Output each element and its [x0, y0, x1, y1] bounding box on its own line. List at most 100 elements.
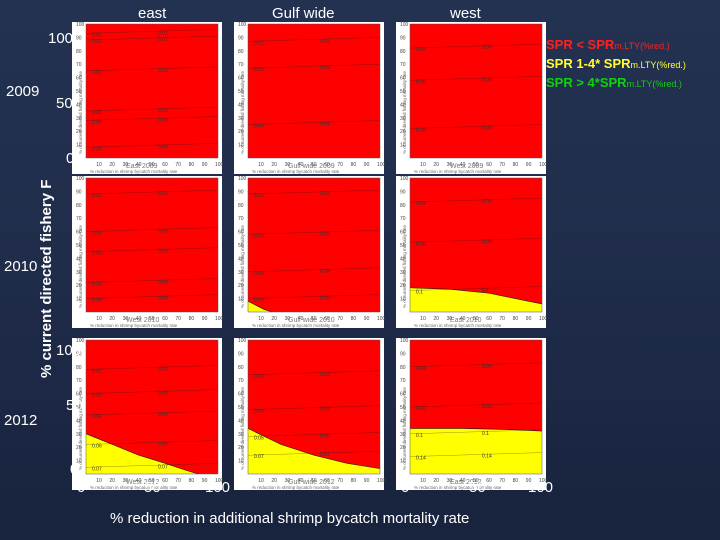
x-tick-label: 20 — [109, 478, 115, 484]
contour-line — [85, 410, 219, 416]
contour-line — [409, 124, 543, 129]
x-tick-label: 30 — [447, 478, 453, 484]
y-tick-label: 20 — [238, 129, 244, 135]
panel-x-axis-label: % reduction in shrimp bycatch mortality … — [414, 485, 502, 490]
x-tick-label: 70 — [499, 162, 505, 168]
x-tick-label: 90 — [202, 316, 208, 322]
y-tick-label: 50 — [76, 405, 82, 411]
contour-label: 0.03 — [254, 67, 264, 73]
contour-label: 0.07 — [254, 454, 264, 460]
panel-y-axis-label: % of current directed fishing mortality … — [240, 224, 245, 308]
x-tick-label: 10 — [96, 316, 102, 322]
x-tick-label: 70 — [337, 316, 343, 322]
contour-line — [85, 227, 219, 232]
contour-line — [85, 35, 219, 41]
contour-label: 0.04 — [254, 271, 264, 277]
y-tick-label: 50 — [238, 405, 244, 411]
x-tick-label: 10 — [258, 316, 264, 322]
panel-title: Gulf wide 2009 — [288, 163, 335, 170]
contour-label: 0.04 — [92, 282, 102, 288]
y-axis-label: % current directed fishery F — [38, 179, 55, 378]
x-tick-label: 60 — [162, 162, 168, 168]
x-tick-label: 30 — [447, 162, 453, 168]
panel-y-axis-label: % of current directed fishing mortality … — [402, 386, 407, 470]
legend-subscript: m.LTY(%red.) — [630, 60, 686, 70]
y-tick-label: 50 — [76, 89, 82, 95]
y-tick-label: 20 — [76, 129, 82, 135]
panel-y-axis-label: % of current directed fishing mortality … — [240, 70, 245, 154]
contour-label: 0.04 — [416, 47, 426, 53]
contour-line — [409, 362, 543, 367]
x-tick-label: 50 — [473, 162, 479, 168]
contour-label: 0.03 — [158, 249, 168, 255]
y-tick-label: 60 — [400, 230, 406, 236]
y-tick-label: 10 — [238, 459, 244, 465]
y-tick-label: 30 — [238, 432, 244, 438]
contour-label: 0.03 — [320, 372, 330, 378]
legend-text: SPR > 4*SPR — [546, 75, 627, 90]
panel-title: West 2010 — [126, 317, 159, 324]
panel-y-axis-label: % of current directed fishing mortality … — [78, 224, 83, 308]
legend: SPR < SPRm.LTY(%red.) SPR 1-4* SPRm.LTY(… — [546, 36, 686, 93]
y-tick-label: 50 — [76, 243, 82, 249]
y-tick-label: 60 — [76, 230, 82, 236]
y-tick-label: 10 — [400, 459, 406, 465]
panel-x-axis-label: % reduction in shrimp bycatch mortality … — [90, 323, 178, 328]
panel-border — [85, 177, 219, 313]
x-tick-label: 50 — [311, 316, 317, 322]
contour-label: 0.04 — [254, 409, 264, 415]
panel-border — [85, 339, 219, 475]
x-tick-label: 80 — [513, 478, 519, 484]
contour-label: 0.06 — [416, 241, 426, 247]
y-tick-label: 20 — [238, 445, 244, 451]
panel-y-axis-label: % of current directed fishing mortality … — [78, 386, 83, 470]
x-tick-label: 10 — [420, 478, 426, 484]
y-tick-label: 50 — [400, 243, 406, 249]
x-tick-label: 20 — [433, 162, 439, 168]
y-tick-label: 20 — [400, 283, 406, 289]
contour-line — [247, 451, 381, 456]
contour-label: 0.07 — [92, 466, 102, 472]
panel-border — [409, 23, 543, 159]
contour-line — [85, 294, 219, 299]
x-tick-label: 90 — [364, 478, 370, 484]
x-tick-label: 50 — [473, 478, 479, 484]
x-tick-label: 70 — [175, 478, 181, 484]
column-title-west: west — [450, 5, 481, 22]
x-tick-label: 60 — [486, 162, 492, 168]
panel-title: Gulf wide 2010 — [288, 317, 335, 324]
contour-line — [247, 294, 381, 299]
contour-line — [247, 189, 381, 195]
contour-label: 0.02 — [320, 191, 330, 197]
panel-yellow-region — [248, 301, 272, 312]
y-tick-0-bottom: 0 — [70, 461, 79, 478]
x-tick-label: 50 — [149, 316, 155, 322]
contour-line — [409, 452, 543, 457]
legend-item-red: SPR < SPRm.LTY(%red.) — [546, 36, 686, 55]
contour-label: 0.02 — [158, 30, 168, 36]
y-tick-label: 10 — [400, 143, 406, 149]
y-tick-label: 60 — [238, 76, 244, 82]
x-tick-label: 40 — [298, 162, 304, 168]
y-tick-label: 40 — [400, 418, 406, 424]
x-tick-label: 100 — [539, 478, 548, 484]
legend-text: SPR 1-4* SPR — [546, 56, 631, 71]
x-tick-label: 50 — [311, 162, 317, 168]
contour-label: 0.08 — [416, 128, 426, 134]
y-tick-label: 40 — [76, 256, 82, 262]
x-tick-label: 70 — [175, 162, 181, 168]
y-tick-label: 70 — [76, 62, 82, 68]
y-tick-label: 100 — [400, 176, 409, 182]
y-tick-label: 30 — [76, 116, 82, 122]
x-tick-label: 80 — [513, 316, 519, 322]
contour-line — [409, 402, 543, 408]
contour-label: 0.08 — [158, 144, 168, 150]
contour-line — [247, 37, 381, 42]
contour-line — [247, 432, 381, 437]
y-tick-label: 40 — [238, 102, 244, 108]
x-tick-label: 100 — [539, 316, 548, 322]
panel-border — [247, 177, 381, 313]
y-tick-label: 100 — [238, 176, 247, 182]
y-tick-label: 100 — [76, 338, 85, 344]
x-tick-label: 20 — [433, 316, 439, 322]
